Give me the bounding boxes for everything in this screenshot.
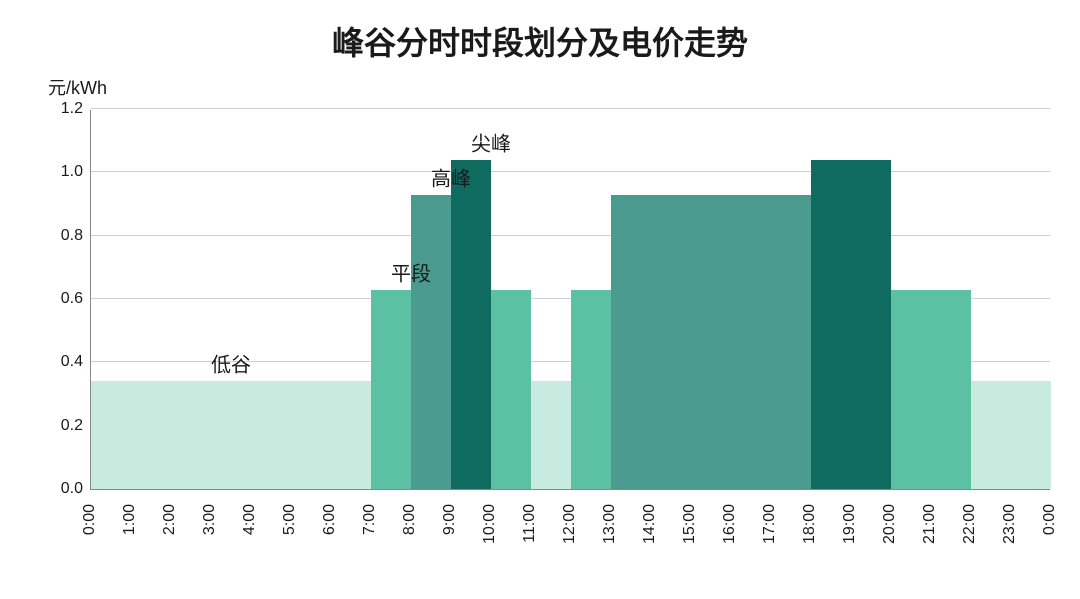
x-tick-label: 0:00 [81,504,99,535]
period-label: 平段 [391,257,431,286]
bar-flat [371,290,411,490]
y-tick-label: 1.2 [61,100,83,118]
bar-peak [611,195,811,490]
x-tick-label: 4:00 [241,504,259,535]
period-label: 低谷 [211,349,251,378]
x-axis-labels: 0:001:002:003:004:005:006:007:008:009:00… [90,494,1050,584]
x-tick-label: 16:00 [721,504,739,544]
y-tick-label: 0.8 [61,227,83,245]
x-tick-label: 22:00 [961,504,979,544]
x-tick-label: 2:00 [161,504,179,535]
x-tick-label: 23:00 [1001,504,1019,544]
x-tick-label: 19:00 [841,504,859,544]
gridline [91,108,1050,109]
y-tick-label: 0.6 [61,290,83,308]
bar-sharp [451,160,491,489]
x-tick-label: 3:00 [201,504,219,535]
x-tick-label: 18:00 [801,504,819,544]
x-tick-label: 11:00 [521,504,539,543]
period-label: 高峰 [431,162,471,191]
x-tick-label: 15:00 [681,504,699,544]
bar-peak [411,195,451,490]
x-tick-label: 10:00 [481,504,499,544]
gridline [91,171,1050,172]
x-tick-label: 17:00 [761,504,779,544]
y-tick-label: 0.0 [61,480,83,498]
x-tick-label: 12:00 [561,504,579,544]
period-label: 尖峰 [471,127,511,156]
x-tick-label: 21:00 [921,504,939,544]
x-tick-label: 20:00 [881,504,899,544]
y-tick-label: 0.2 [61,417,83,435]
bar-low [971,381,1051,489]
x-tick-label: 7:00 [361,504,379,535]
x-tick-label: 6:00 [321,504,339,535]
y-tick-label: 0.4 [61,353,83,371]
x-tick-label: 8:00 [401,504,419,535]
chart-title: 峰谷分时时段划分及电价走势 [0,0,1080,64]
bar-flat [491,290,531,490]
y-axis-label: 元/kWh [48,74,107,100]
gridline [91,235,1050,236]
bar-flat [571,290,611,490]
y-tick-label: 1.0 [61,163,83,181]
x-tick-label: 14:00 [641,504,659,544]
x-tick-label: 1:00 [121,504,139,535]
bar-low [91,381,371,489]
bar-flat [891,290,971,490]
x-tick-label: 0:00 [1041,504,1059,535]
x-tick-label: 9:00 [441,504,459,535]
bar-sharp [811,160,891,489]
x-tick-label: 13:00 [601,504,619,544]
x-tick-label: 5:00 [281,504,299,535]
chart-plot-area: 0.00.20.40.60.81.01.2低谷平段高峰尖峰 [90,110,1050,490]
bar-low [531,381,571,489]
